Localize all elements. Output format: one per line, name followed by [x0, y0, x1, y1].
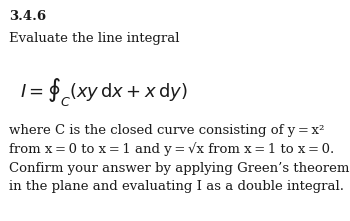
Text: Evaluate the line integral: Evaluate the line integral: [9, 32, 180, 45]
Text: 3.4.6: 3.4.6: [9, 10, 47, 23]
Text: where C is the closed curve consisting of y = x²
from x = 0 to x = 1 and y = √x : where C is the closed curve consisting o…: [9, 124, 350, 193]
Text: $I = \oint_C (xy\,\mathrm{d}x + x\,\mathrm{d}y)$: $I = \oint_C (xy\,\mathrm{d}x + x\,\math…: [20, 76, 188, 108]
